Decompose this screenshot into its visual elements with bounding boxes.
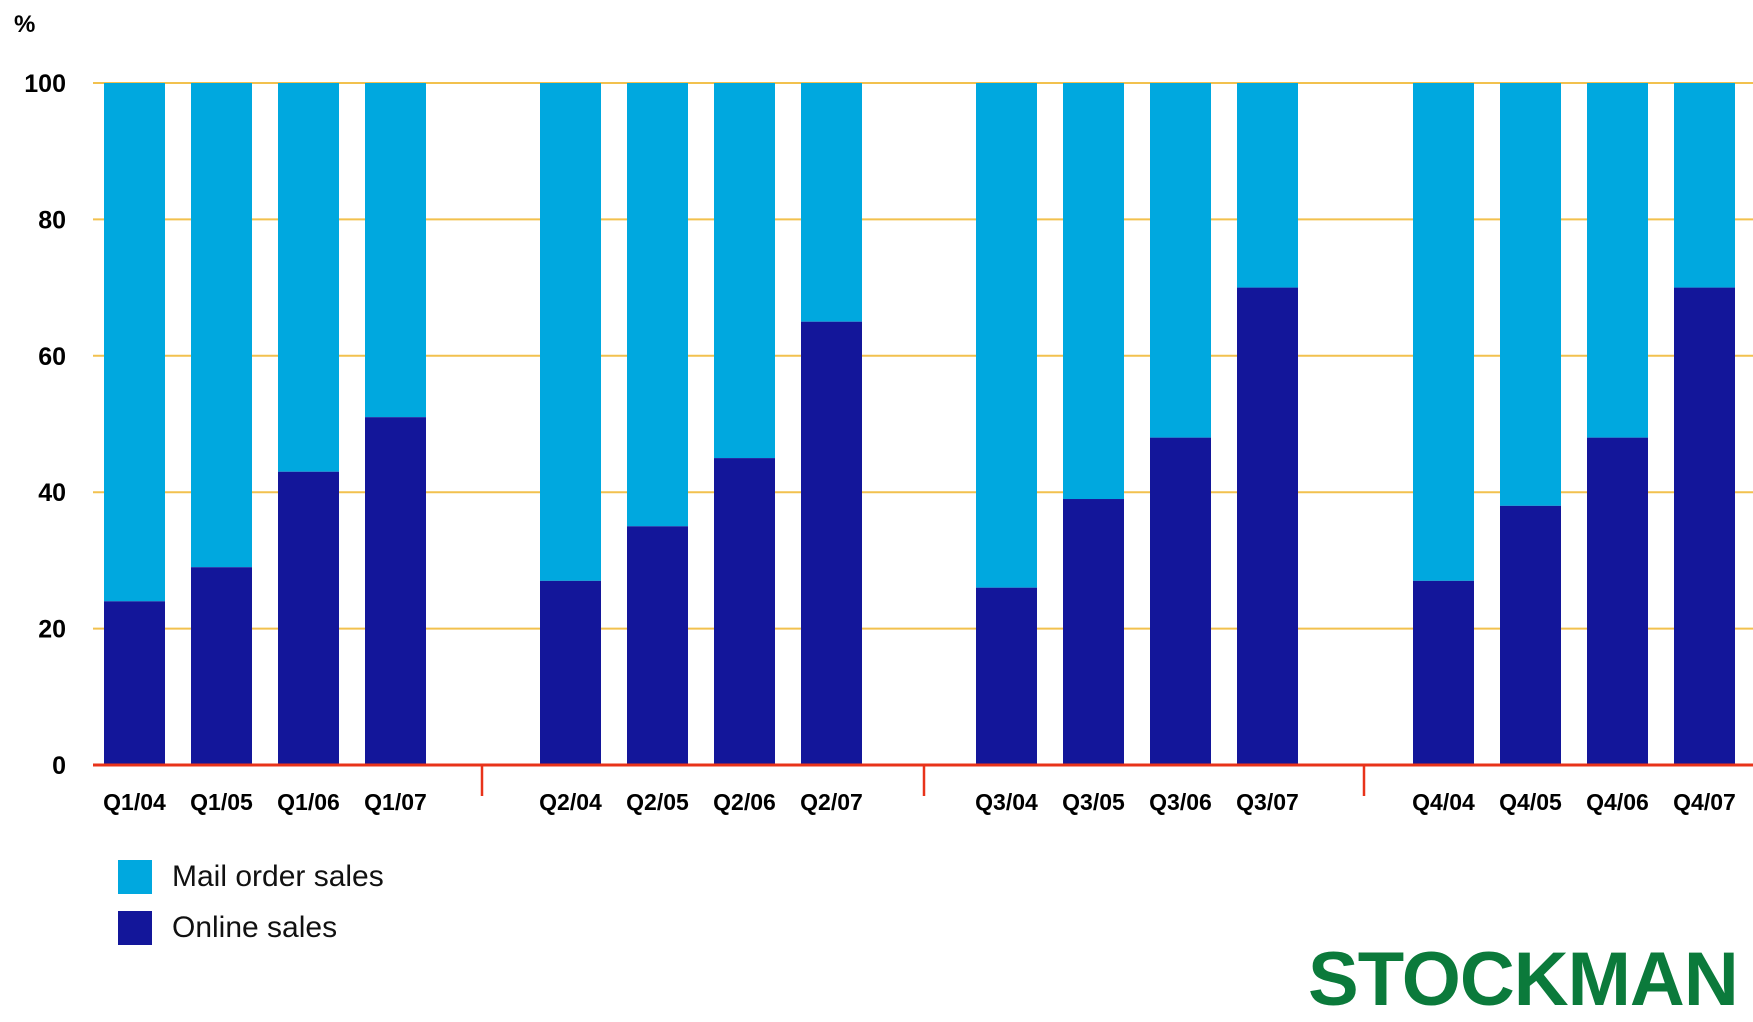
x-tick-label: Q4/07 xyxy=(1673,789,1736,815)
stockmann-logo: STOCKMAN xyxy=(1308,937,1739,1022)
y-tick-label: 100 xyxy=(24,70,66,98)
y-tick-label: 0 xyxy=(52,752,66,780)
y-tick-label: 20 xyxy=(38,616,66,644)
bar-mail-order xyxy=(540,83,601,581)
x-tick-label: Q4/06 xyxy=(1586,789,1649,815)
bar-online xyxy=(1150,437,1211,765)
bar-online xyxy=(1674,287,1735,765)
bar-mail-order xyxy=(1500,83,1561,506)
bar-online xyxy=(1237,287,1298,765)
bar-mail-order xyxy=(1237,83,1298,288)
bar-online xyxy=(976,587,1037,765)
bar-mail-order xyxy=(801,83,862,322)
bar-online xyxy=(1587,437,1648,765)
y-tick-label: 60 xyxy=(38,343,66,371)
legend-label-mail-order: Mail order sales xyxy=(172,860,384,893)
bar-mail-order xyxy=(365,83,426,418)
bar-mail-order xyxy=(1674,83,1735,288)
bar-mail-order xyxy=(1587,83,1648,438)
bars xyxy=(104,83,1735,765)
y-tick-label: 40 xyxy=(38,479,66,507)
bar-online xyxy=(1500,505,1561,765)
bar-online xyxy=(365,417,426,765)
x-tick-label: Q1/04 xyxy=(103,789,166,815)
bar-mail-order xyxy=(1150,83,1211,438)
x-tick-label: Q3/07 xyxy=(1236,789,1299,815)
bar-mail-order xyxy=(278,83,339,472)
legend-label-online: Online sales xyxy=(172,911,338,944)
x-tick-label: Q2/06 xyxy=(713,789,776,815)
bar-online xyxy=(1413,580,1474,765)
y-axis-unit-label: % xyxy=(14,11,35,38)
x-tick-label: Q2/07 xyxy=(800,789,863,815)
bar-online xyxy=(1063,499,1124,765)
bar-online xyxy=(627,526,688,765)
x-tick-label: Q2/05 xyxy=(626,789,689,815)
bar-mail-order xyxy=(1413,83,1474,581)
legend-item-mail-order: Mail order sales xyxy=(118,858,384,896)
bar-online xyxy=(104,601,165,765)
x-tick-label: Q3/04 xyxy=(975,789,1038,815)
bar-online xyxy=(714,458,775,765)
x-tick-label: Q1/07 xyxy=(364,789,427,815)
x-axis xyxy=(93,763,1753,796)
bar-mail-order xyxy=(191,83,252,568)
x-tick-label: Q4/05 xyxy=(1499,789,1562,815)
bar-mail-order xyxy=(714,83,775,459)
legend: Mail order sales Online sales xyxy=(118,858,384,960)
axis-labels: 0 20 40 60 80 100 Q1/04 Q1/05 Q1/06 Q1/07 Q2/04 Q2/… xyxy=(24,70,1736,815)
bar-online xyxy=(540,580,601,765)
bar-mail-order xyxy=(976,83,1037,588)
bar-mail-order xyxy=(104,83,165,602)
legend-swatch-online xyxy=(118,911,152,945)
bar-mail-order xyxy=(1063,83,1124,500)
x-tick-label: Q4/04 xyxy=(1412,789,1475,815)
bar-mail-order xyxy=(627,83,688,527)
bar-online xyxy=(801,321,862,765)
x-tick-label: Q1/05 xyxy=(190,789,253,815)
y-tick-label: 80 xyxy=(38,206,66,234)
legend-item-online: Online sales xyxy=(118,909,384,947)
x-tick-label: Q1/06 xyxy=(277,789,340,815)
x-tick-label: Q3/06 xyxy=(1149,789,1212,815)
bar-online xyxy=(191,567,252,765)
bar-online xyxy=(278,471,339,765)
stacked-bar-chart: % 0 20 40 60 80 100 Q1/04 Q1/05 Q1/06 Q1/07 Q2/04 Q… xyxy=(14,11,1753,815)
x-tick-label: Q3/05 xyxy=(1062,789,1125,815)
legend-swatch-mail-order xyxy=(118,860,152,894)
x-tick-label: Q2/04 xyxy=(539,789,602,815)
